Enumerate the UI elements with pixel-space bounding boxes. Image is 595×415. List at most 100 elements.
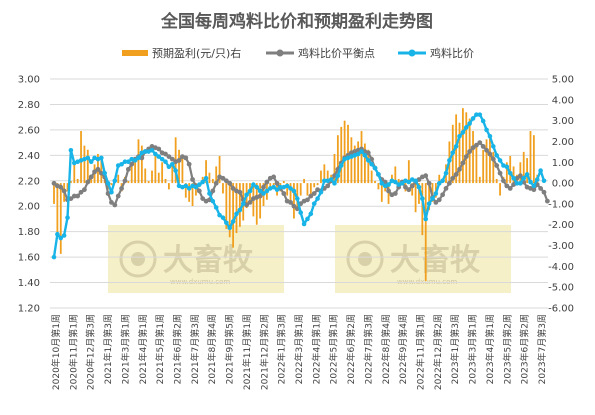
x-tick-label: 2023年4月第1周 [484, 314, 496, 384]
ratio-point [538, 168, 543, 173]
balance-point [480, 144, 486, 149]
balance-point [98, 170, 104, 176]
ratio-point [511, 175, 516, 181]
x-tick-label: 2021年6月第2周 [172, 314, 184, 384]
profit-bar [238, 183, 241, 227]
ratio-point [322, 178, 327, 184]
ratio-point [524, 172, 530, 177]
balance-point [261, 184, 266, 190]
ratio-point [58, 235, 64, 241]
ratio-point [61, 233, 67, 238]
balance-point [125, 166, 131, 172]
balance-point [237, 189, 243, 195]
balance-point [119, 186, 124, 191]
ratio-point [332, 181, 337, 186]
y-tick-label: 2.80 [18, 100, 40, 111]
ratio-point [335, 173, 341, 178]
profit-bar [86, 149, 89, 184]
balance-point [392, 191, 398, 196]
y-tick-label: 2.20 [18, 176, 40, 187]
y-tick-label: 2.60 [18, 125, 40, 136]
profit-bar [472, 131, 474, 184]
balance-point [463, 154, 469, 160]
ratio-point [295, 196, 300, 201]
ratio-point [68, 147, 74, 153]
profit-bar [478, 176, 481, 184]
profit-bar [76, 178, 79, 184]
profit-bar [333, 153, 336, 184]
watermark-right-url: www.dxumu.com [397, 278, 457, 286]
profit-bar [167, 183, 170, 190]
ratio-point [142, 149, 148, 154]
balance-point [247, 200, 253, 205]
balance-point [166, 154, 172, 160]
x-tick-label: 2021年1月第3周 [102, 314, 114, 384]
balance-point [82, 187, 87, 193]
profit-bar [313, 183, 316, 188]
ratio-point [507, 170, 513, 176]
profit-bar [394, 166, 397, 184]
legend-profit-label: 预期盈利(元/只)右 [152, 46, 241, 60]
ratio-point [159, 156, 165, 162]
profit-bar [411, 183, 414, 196]
balance-point [484, 147, 489, 153]
y-right-tick-label: -4.00 [548, 262, 574, 273]
profit-bar [154, 153, 157, 184]
ratio-point [470, 116, 476, 121]
x-tick-label: 2020年11月第1周 [67, 314, 79, 390]
profit-bar [147, 181, 150, 184]
balance-point [403, 184, 408, 190]
profit-bar [117, 174, 120, 184]
balance-point [61, 188, 67, 194]
profit-bar [235, 183, 238, 234]
watermark-left-url: www.dxumu.com [170, 278, 230, 286]
balance-point [71, 193, 77, 199]
ratio-point [136, 155, 141, 161]
ratio-point [105, 181, 111, 186]
y-tick-label: 1.60 [18, 253, 40, 264]
ratio-point [521, 175, 527, 181]
x-tick-label: 2022年9月第4周 [397, 314, 409, 384]
profit-bar [188, 183, 191, 202]
profit-bar [66, 183, 69, 192]
profit-bar [526, 158, 529, 184]
legend-ratio-marker [408, 49, 416, 57]
legend-balance-marker [276, 49, 284, 57]
y-right-tick-label: -5.00 [548, 283, 574, 294]
legend: 预期盈利(元/只)右 鸡料比价平衡点 鸡料比价 [122, 46, 474, 60]
profit-bar [178, 149, 180, 184]
ratio-point [399, 181, 405, 186]
balance-point [517, 173, 523, 179]
ratio-point [193, 184, 199, 190]
ratio-point [467, 121, 472, 126]
ratio-series [51, 112, 547, 260]
x-tick-label: 2022年11月第1周 [415, 314, 427, 390]
ratio-point [254, 184, 260, 190]
x-tick-label: 2020年12月第3周 [85, 314, 97, 390]
balance-point [196, 188, 202, 194]
balance-point [95, 166, 101, 172]
y-tick-label: 2.40 [18, 151, 40, 162]
ratio-point [126, 159, 131, 164]
x-tick-label: 2023年3月第1周 [467, 314, 479, 384]
profit-bar [293, 183, 295, 219]
balance-point [436, 197, 442, 203]
ratio-point [528, 179, 533, 185]
chart-title: 全国每周鸡料比价和预期盈利走势图 [160, 11, 433, 32]
profit-bar [370, 170, 373, 184]
balance-point [210, 188, 216, 194]
profit-bar [421, 183, 424, 236]
ratio-point [298, 210, 303, 215]
balance-point [186, 161, 192, 167]
balance-point [156, 146, 162, 152]
balance-point [426, 180, 432, 186]
ratio-point [477, 112, 483, 117]
x-tick-label: 2021年5月第1周 [154, 314, 166, 384]
profit-bar [350, 137, 353, 184]
balance-point [190, 177, 195, 182]
ratio-point [173, 168, 178, 173]
profit-bar [110, 183, 113, 186]
ratio-point [440, 178, 445, 184]
y-right-tick-label: 1.00 [552, 158, 574, 169]
profit-bar [367, 149, 370, 184]
